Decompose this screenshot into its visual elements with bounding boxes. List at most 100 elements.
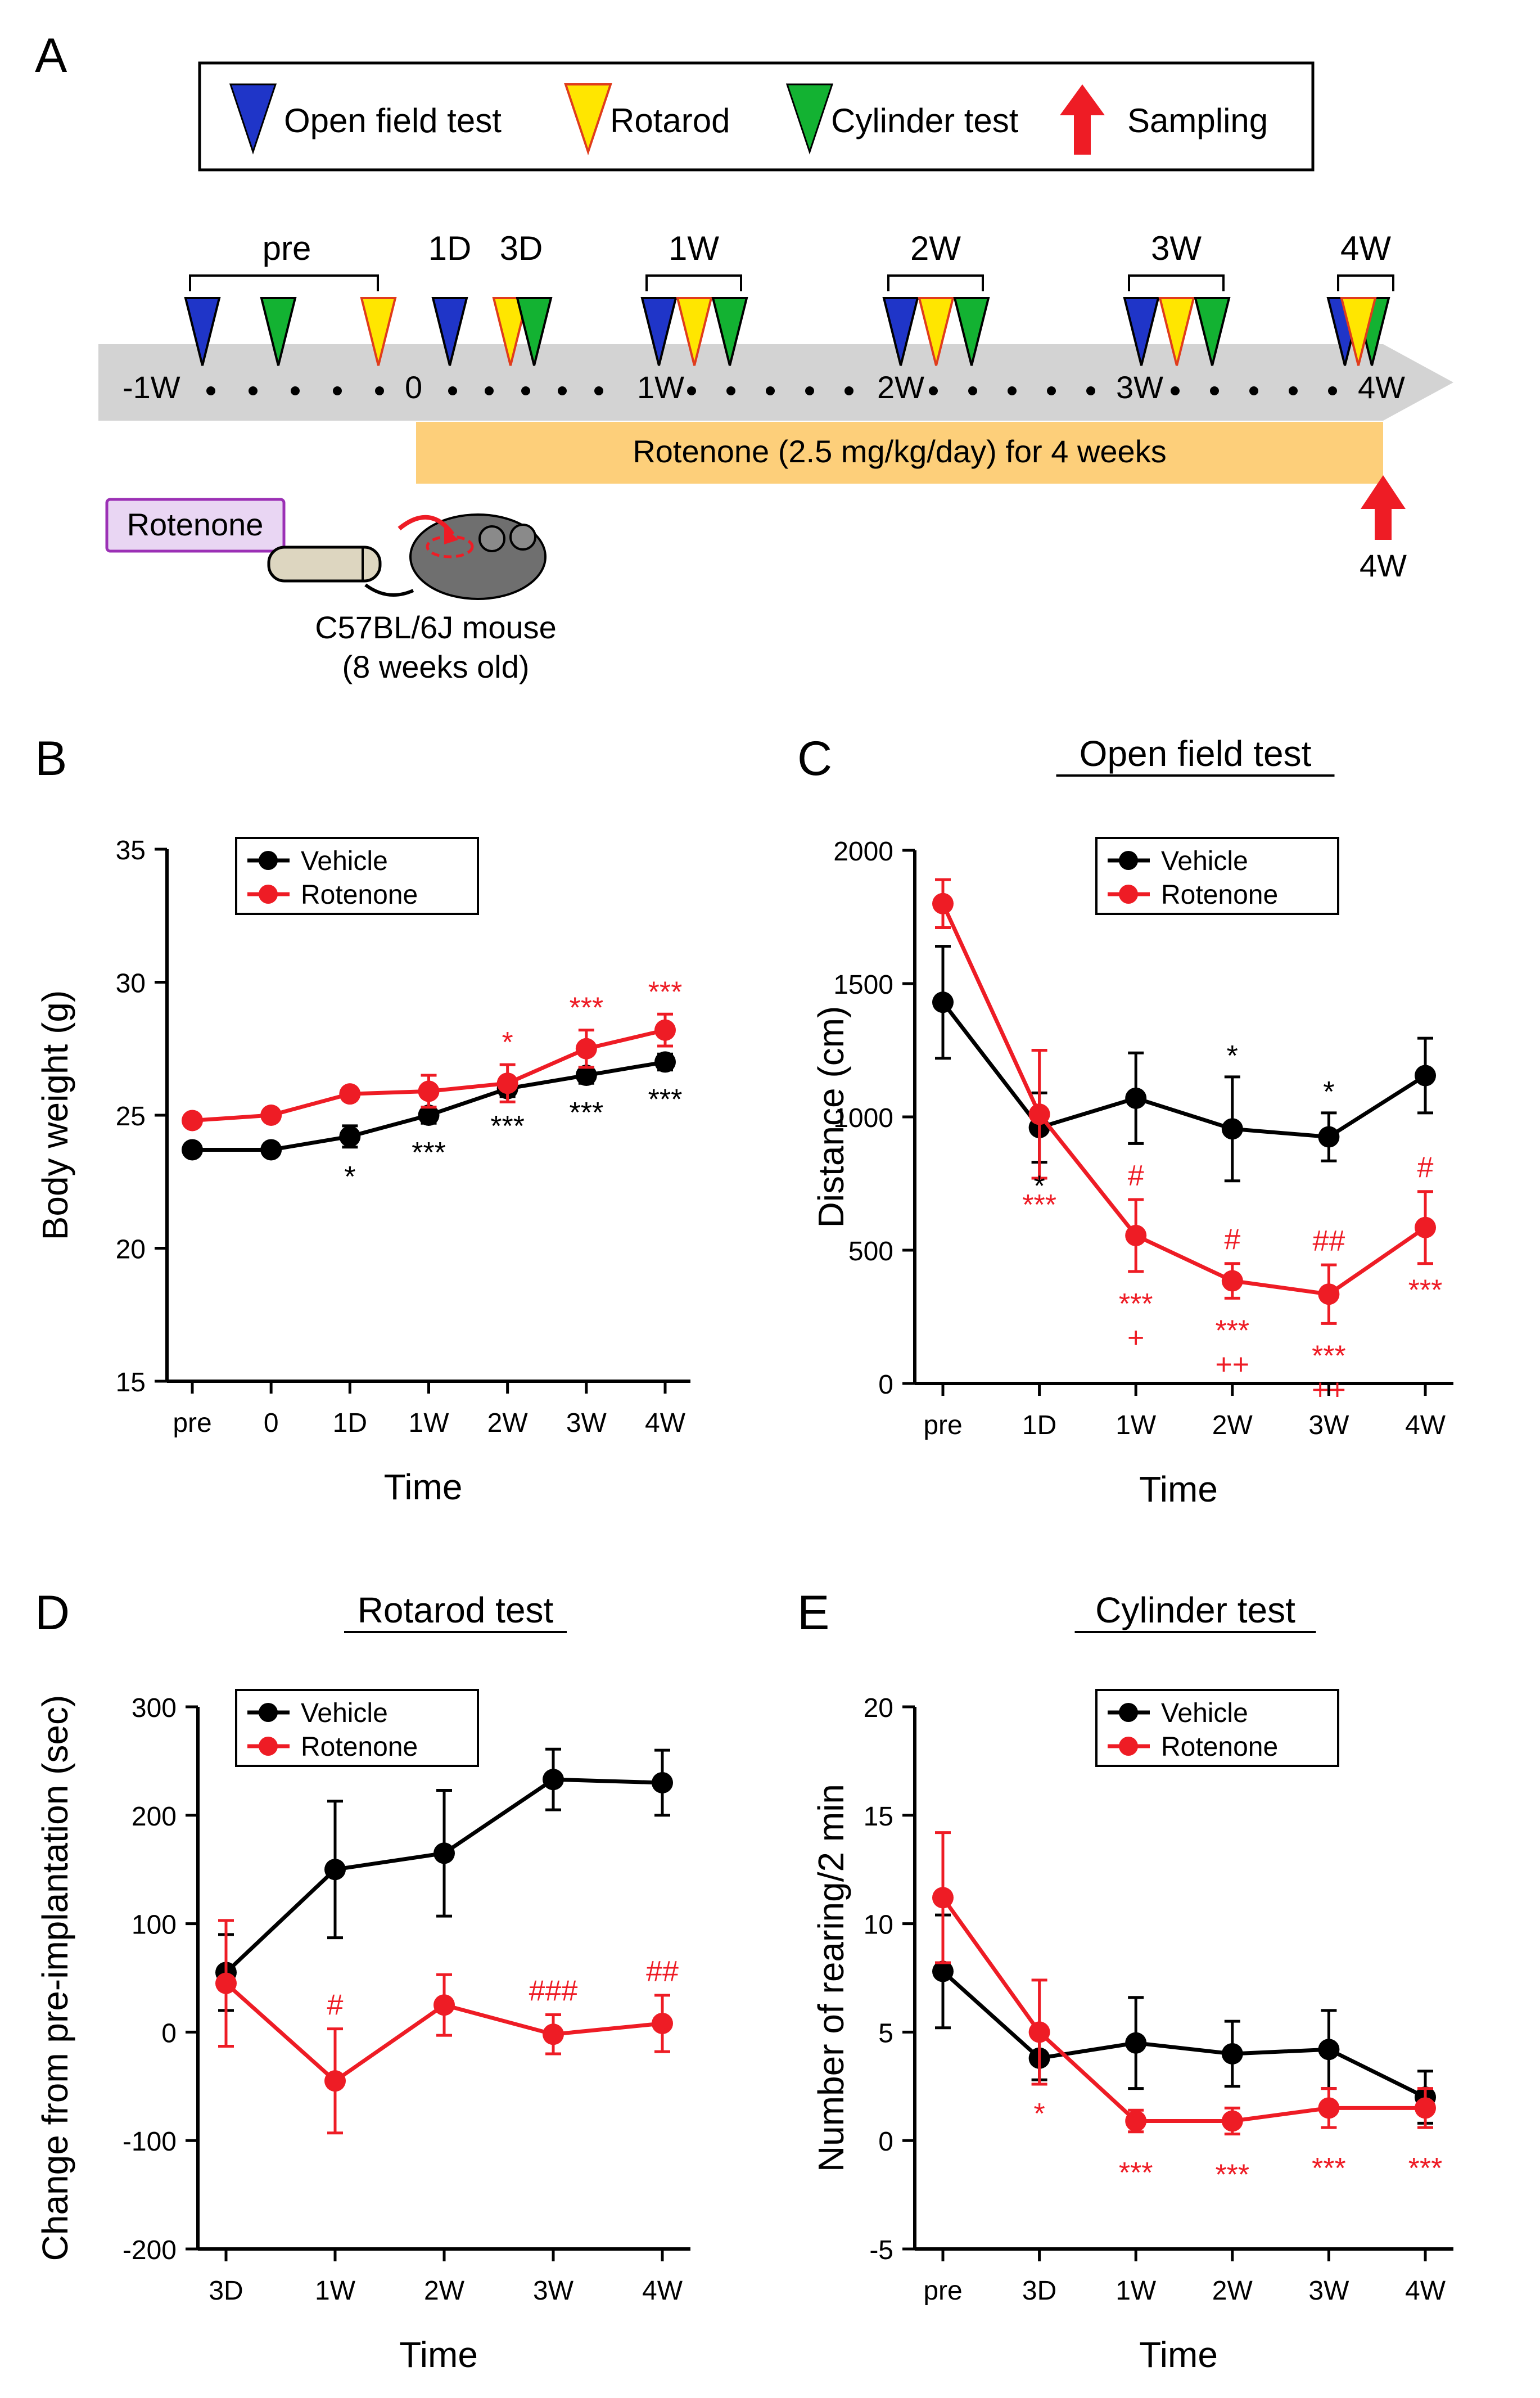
x-tick-label: 1D <box>1022 1410 1056 1440</box>
cylinder-legend-label: Cylinder test <box>831 102 1019 139</box>
data-point-rotenone <box>932 893 954 914</box>
bracket-label-3d: 3D <box>500 229 543 267</box>
timeline-label-1w: 1W <box>637 369 684 405</box>
legend-label-rotenone: Rotenone <box>1161 1732 1278 1762</box>
x-tick-label: 2W <box>487 1408 529 1438</box>
timeline-dot <box>291 386 300 395</box>
implant-arrowhead-icon <box>444 526 458 544</box>
data-point-rotenone <box>1318 1283 1340 1305</box>
data-point-vehicle <box>1318 2039 1340 2061</box>
data-point-rotenone <box>1415 1216 1436 1238</box>
timeline-dot <box>333 386 342 395</box>
mouse-label-age: (8 weeks old) <box>342 649 529 684</box>
significance-mark: * <box>502 1026 513 1059</box>
chart-title: Rotarod test <box>358 1590 554 1630</box>
cylinder-marker-icon <box>516 297 553 366</box>
mouse-ear <box>478 525 505 552</box>
open-field-legend-label: Open field test <box>284 102 502 139</box>
y-axis-title: Distance (cm) <box>811 1006 851 1228</box>
x-tick-label: 3W <box>1308 1410 1349 1440</box>
timeline-arrow <box>98 344 1453 421</box>
y-tick-label: 1000 <box>833 1103 893 1133</box>
open-field-legend-icon <box>229 83 277 155</box>
significance-mark: *** <box>1408 2152 1443 2185</box>
chart-body-weight: 15 20 25 30 35 pre 0 1D 1W 2W 3W 4W Time Body weight … <box>35 836 690 1507</box>
cylinder-marker-icon <box>260 297 297 366</box>
data-point-rotenone <box>1318 2097 1340 2119</box>
mouse-icon <box>364 513 547 600</box>
significance-mark: *** <box>1215 1314 1249 1347</box>
x-axis-title: Time <box>1139 1469 1218 1509</box>
data-point-rotenone <box>652 2012 673 2034</box>
y-axis-title: Body weight (g) <box>35 990 75 1241</box>
y-tick-label: 5 <box>878 2018 893 2048</box>
data-point-rotenone <box>1221 2110 1243 2132</box>
legend-marker-rotenone <box>259 1737 278 1756</box>
data-point-rotenone <box>932 1887 954 1909</box>
implant-arrow <box>398 515 455 536</box>
significance-mark: *** <box>1312 2152 1346 2185</box>
significance-mark: ### <box>529 1975 578 2008</box>
significance-mark: ++ <box>1215 1348 1249 1381</box>
significance-mark: * <box>344 1161 355 1193</box>
panel-d-label: D <box>35 1586 70 1640</box>
timeline-dot <box>766 386 775 395</box>
treatment-bar <box>416 422 1383 484</box>
open-field-marker-icon <box>640 297 678 366</box>
data-point-vehicle <box>1221 1118 1243 1140</box>
data-point-vehicle <box>932 991 954 1013</box>
y-tick-label: 15 <box>116 1368 146 1398</box>
legend-marker-vehicle <box>1119 1703 1138 1722</box>
timeline-dot <box>929 386 938 395</box>
open-field-marker-icon <box>431 297 468 366</box>
rotarod-marker-icon <box>676 297 713 366</box>
cylinder-marker-icon <box>711 297 748 366</box>
legend-marker-rotenone <box>1119 885 1138 904</box>
x-tick-label: 1W <box>409 1408 450 1438</box>
y-axis-title: Change from pre-implantation (sec) <box>35 1695 75 2261</box>
timeline-dot <box>249 386 258 395</box>
y-tick-label: 0 <box>878 2127 893 2157</box>
panel-a-label: A <box>35 29 67 83</box>
data-point-rotenone <box>575 1038 597 1060</box>
timeline-dot <box>1086 386 1095 395</box>
x-tick-label: 2W <box>1212 2276 1253 2306</box>
bracket-3w <box>1128 274 1225 291</box>
legend-marker-vehicle <box>259 851 278 870</box>
significance-mark: *** <box>569 992 603 1025</box>
data-point-vehicle <box>1221 2043 1243 2065</box>
x-tick-label: 0 <box>264 1408 279 1438</box>
x-tick-label: 1W <box>315 2276 356 2306</box>
data-point-rotenone <box>1028 1103 1050 1125</box>
timeline-dot <box>1249 386 1258 395</box>
x-tick-label: 3W <box>1308 2276 1349 2306</box>
timeline-dot <box>521 386 530 395</box>
y-tick-label: 300 <box>132 1693 177 1723</box>
bracket-label-2w: 2W <box>910 229 961 267</box>
data-point-rotenone <box>339 1083 361 1105</box>
chart-open-field: 0 500 1000 1500 2000 pre 1D 1W 2W 3W 4W Time Distanc… <box>811 733 1453 1509</box>
data-point-vehicle <box>260 1139 282 1161</box>
data-point-rotenone <box>543 2023 564 2045</box>
significance-mark: ++ <box>1312 1373 1346 1406</box>
significance-mark: * <box>1033 1170 1045 1203</box>
x-tick-label: 4W <box>1405 1410 1446 1440</box>
timeline-dot <box>206 386 215 395</box>
data-point-rotenone <box>433 1994 455 2016</box>
x-tick-label: 3W <box>566 1408 607 1438</box>
legend-marker-rotenone <box>259 885 278 904</box>
data-point-rotenone <box>260 1105 282 1126</box>
rotarod-legend-icon <box>564 83 612 156</box>
legend-label-rotenone: Rotenone <box>301 1732 418 1762</box>
timeline-dot <box>558 386 567 395</box>
legend-label-vehicle: Vehicle <box>301 1698 388 1728</box>
timeline-dot <box>485 386 494 395</box>
series-line-rotenone <box>941 1896 1425 2123</box>
rotarod-marker-icon <box>1340 297 1377 366</box>
timeline-dots <box>206 386 1337 395</box>
x-axis-title: Time <box>384 1467 463 1507</box>
y-tick-label: 15 <box>864 1802 893 1832</box>
significance-mark: * <box>1033 2098 1045 2130</box>
significance-mark: *** <box>1022 1189 1056 1221</box>
